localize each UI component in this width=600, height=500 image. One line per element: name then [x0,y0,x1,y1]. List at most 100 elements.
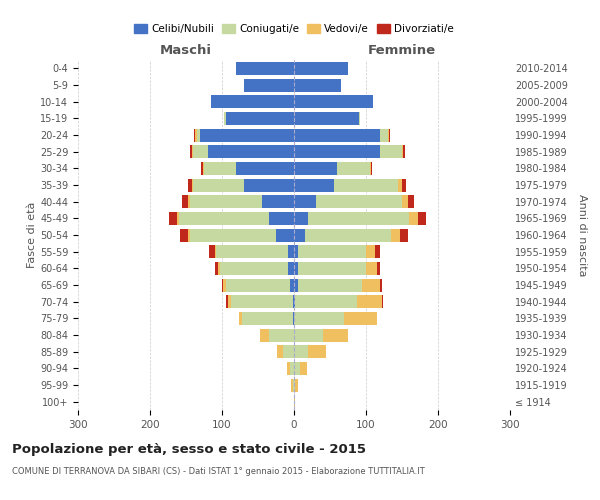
Bar [169,212,178,225]
Bar [323,328,348,342]
Bar [316,195,402,208]
Bar [294,178,334,192]
Bar [290,362,294,375]
Bar [298,245,366,258]
Bar [398,178,402,192]
Bar [239,312,242,325]
Bar [190,228,276,241]
Text: Maschi: Maschi [160,44,212,57]
Bar [291,378,293,392]
Legend: Celibi/Nubili, Coniugati/e, Vedovi/e, Divorziati/e: Celibi/Nubili, Coniugati/e, Vedovi/e, Di… [130,20,458,38]
Bar [208,145,294,158]
Bar [226,295,228,308]
Bar [294,378,295,392]
Bar [197,128,200,141]
Bar [380,128,388,141]
Bar [179,212,269,225]
Bar [402,195,408,208]
Bar [215,262,218,275]
Bar [298,262,366,275]
Bar [218,262,220,275]
Bar [380,145,402,158]
Bar [294,78,341,92]
Bar [224,112,226,125]
Bar [308,345,326,358]
Bar [216,245,288,258]
Bar [362,278,380,291]
Bar [344,312,377,325]
Bar [194,128,196,141]
Bar [294,162,337,175]
Bar [244,178,294,192]
Bar [294,328,323,342]
Bar [193,145,208,158]
Bar [294,128,380,141]
Bar [222,278,223,291]
Bar [388,128,389,141]
Bar [294,295,295,308]
Bar [418,212,427,225]
Bar [226,112,294,125]
Bar [294,112,359,125]
Bar [294,62,348,75]
Bar [400,228,409,241]
Bar [276,228,294,241]
Bar [334,178,398,192]
Bar [294,362,300,375]
Bar [337,162,370,175]
Bar [402,178,406,192]
Bar [236,62,294,75]
Bar [294,345,308,358]
Bar [294,228,305,241]
Bar [403,145,405,158]
Bar [290,278,294,291]
Bar [294,195,316,208]
Y-axis label: Fasce di età: Fasce di età [27,202,37,268]
Bar [269,212,294,225]
Bar [389,128,391,141]
Bar [293,295,294,308]
Bar [294,312,344,325]
Bar [294,262,298,275]
Bar [204,162,236,175]
Bar [409,212,418,225]
Bar [215,245,216,258]
Bar [232,295,293,308]
Bar [294,95,373,108]
Bar [293,312,294,325]
Bar [298,278,362,291]
Bar [182,195,188,208]
Y-axis label: Anni di nascita: Anni di nascita [577,194,587,276]
Bar [196,128,197,141]
Bar [200,128,294,141]
Bar [223,278,226,291]
Bar [408,195,413,208]
Bar [300,362,307,375]
Text: Popolazione per età, sesso e stato civile - 2015: Popolazione per età, sesso e stato civil… [12,442,366,456]
Bar [260,328,269,342]
Bar [402,145,403,158]
Bar [242,312,293,325]
Bar [377,262,380,275]
Bar [244,78,294,92]
Bar [179,228,188,241]
Text: COMUNE DI TERRANOVA DA SIBARI (CS) - Dati ISTAT 1° gennaio 2015 - Elaborazione T: COMUNE DI TERRANOVA DA SIBARI (CS) - Dat… [12,468,425,476]
Bar [209,245,215,258]
Bar [294,145,380,158]
Bar [293,378,294,392]
Bar [201,162,203,175]
Bar [371,162,373,175]
Bar [277,345,283,358]
Bar [295,378,298,392]
Bar [193,178,244,192]
Text: Femmine: Femmine [368,44,436,57]
Bar [366,262,377,275]
Bar [382,295,383,308]
Bar [295,295,356,308]
Bar [178,212,179,225]
Bar [283,345,294,358]
Bar [269,328,294,342]
Bar [188,228,190,241]
Bar [391,228,400,241]
Bar [308,212,409,225]
